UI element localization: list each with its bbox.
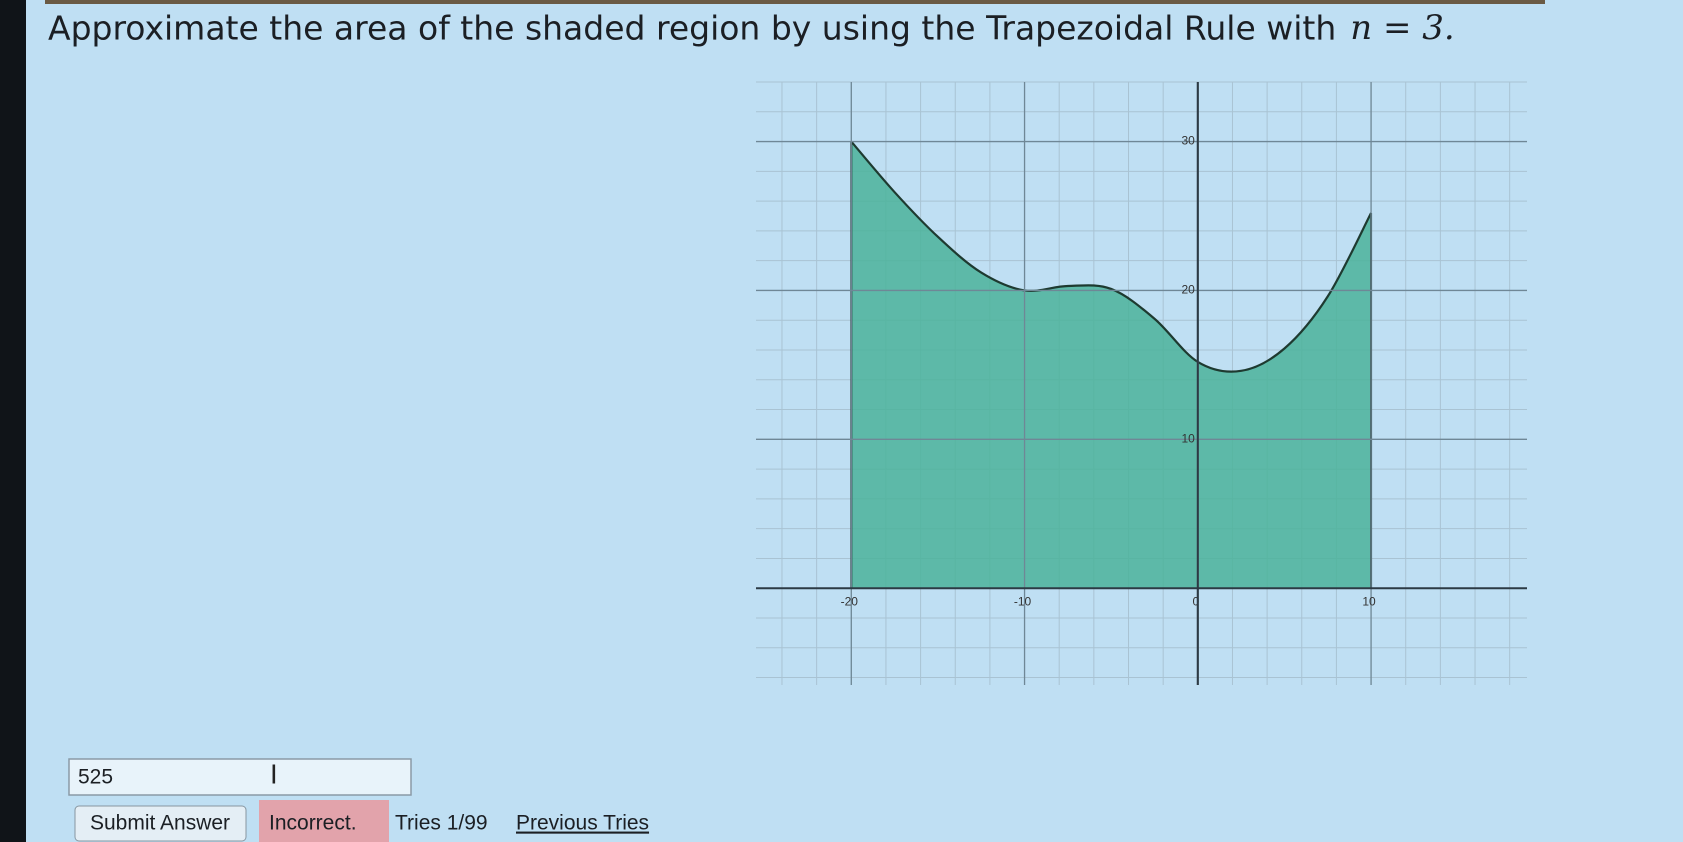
submit-label: Submit Answer: [90, 812, 230, 835]
top-strip: [45, 0, 1545, 4]
shaded-region: [851, 141, 1372, 589]
x-tick-label: -10: [1014, 594, 1032, 608]
x-tick-label: 0: [1192, 594, 1199, 608]
curve: [850, 140, 1373, 373]
y-tick-label: 30: [1181, 134, 1195, 148]
y-tick-label: 20: [1181, 283, 1195, 297]
tries-label: Tries 1/99: [395, 812, 488, 835]
x-tick-label: -20: [841, 594, 859, 608]
answer-value: 525: [78, 766, 113, 789]
answer-input[interactable]: [68, 758, 412, 796]
status-label: Incorrect.: [269, 812, 357, 835]
graph: -20 -10 0 10 10 20 30: [756, 81, 1527, 685]
status-box: [259, 800, 389, 842]
question-text: Approximate the area of the shaded regio…: [48, 9, 1336, 48]
y-tick-label: 10: [1181, 432, 1195, 446]
bezel: [0, 0, 26, 842]
previous-tries-link[interactable]: Previous Tries: [516, 812, 649, 835]
question-math: n = 3.: [1350, 8, 1454, 48]
text-cursor: I: [270, 761, 278, 791]
x-tick-label: 10: [1362, 594, 1376, 608]
submit-button[interactable]: [74, 805, 247, 842]
